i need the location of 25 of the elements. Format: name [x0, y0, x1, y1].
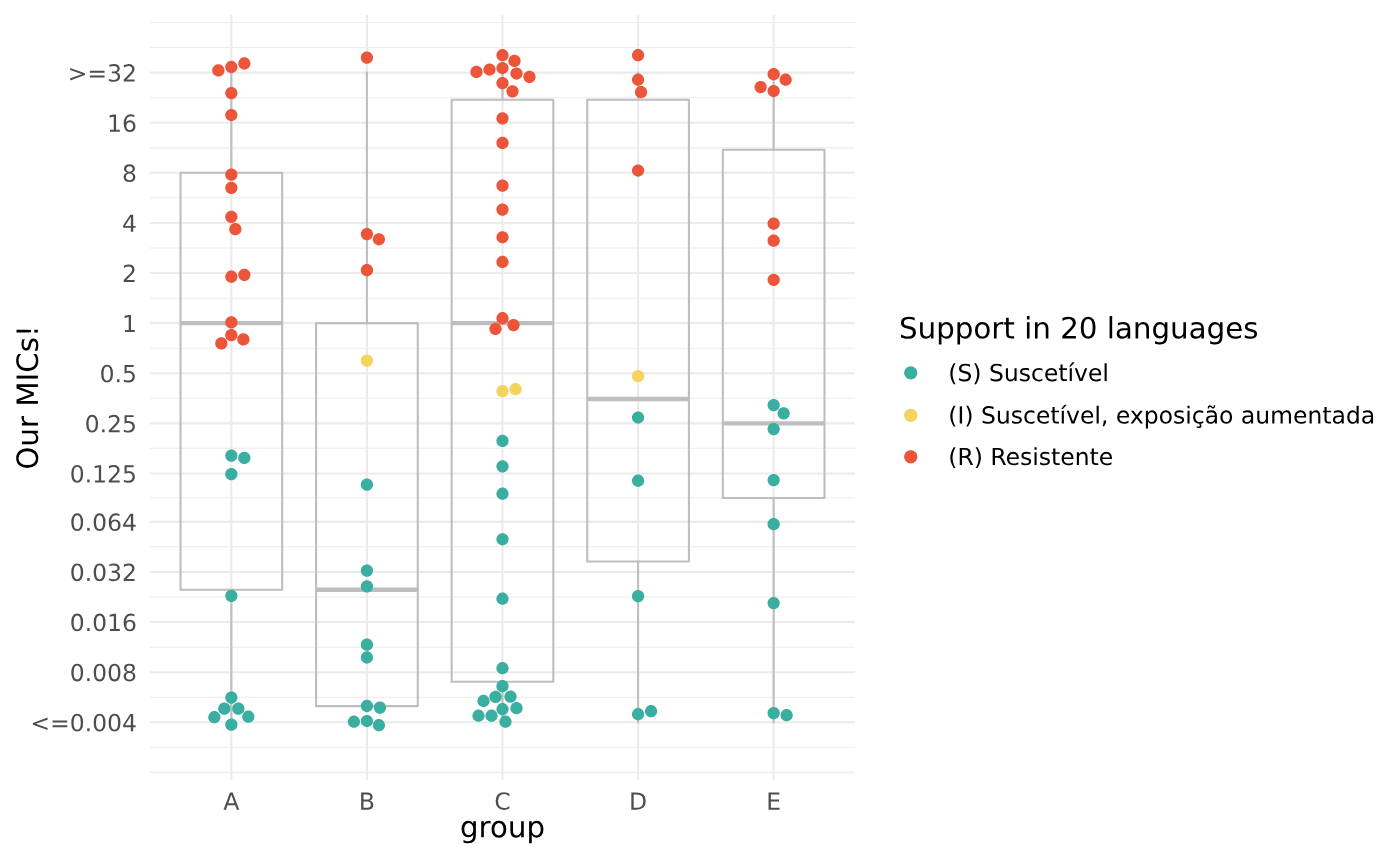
y-tick-label: 0.5	[101, 364, 135, 383]
y-tick-label: 8	[123, 164, 136, 183]
y-tick-label: 0.25	[86, 414, 135, 433]
y-tick-label: 0.125	[71, 464, 135, 483]
x-axis-title: group	[461, 820, 544, 844]
legend-title: Support in 20 languages	[900, 316, 1258, 345]
y-tick-label: 1	[124, 314, 135, 333]
legend-label: (R) Resistente	[950, 447, 1112, 469]
y-tick-label: 2	[123, 264, 135, 282]
x-tick-label: B	[361, 792, 374, 810]
y-tick-label: 16	[109, 114, 136, 132]
y-tick-label: 0.008	[71, 663, 136, 682]
y-tick-label: 4	[123, 214, 136, 232]
x-tick-label: D	[631, 792, 646, 810]
legend-label: (I) Suscetível, exposição aumentada	[950, 404, 1374, 429]
y-axis-title: Our MICs!	[16, 329, 39, 469]
x-tick-label: A	[223, 792, 240, 810]
y-tick-label: 0.064	[71, 513, 136, 532]
y-tick-label: >=32	[70, 64, 135, 82]
x-tick-label: E	[768, 792, 780, 810]
y-tick-label: <=0.004	[32, 713, 136, 732]
y-tick-label: 0.032	[71, 563, 135, 582]
y-tick-label: 0.016	[71, 613, 136, 632]
x-tick-label: C	[495, 792, 510, 810]
legend-label: (S) Suscetível	[950, 362, 1107, 385]
